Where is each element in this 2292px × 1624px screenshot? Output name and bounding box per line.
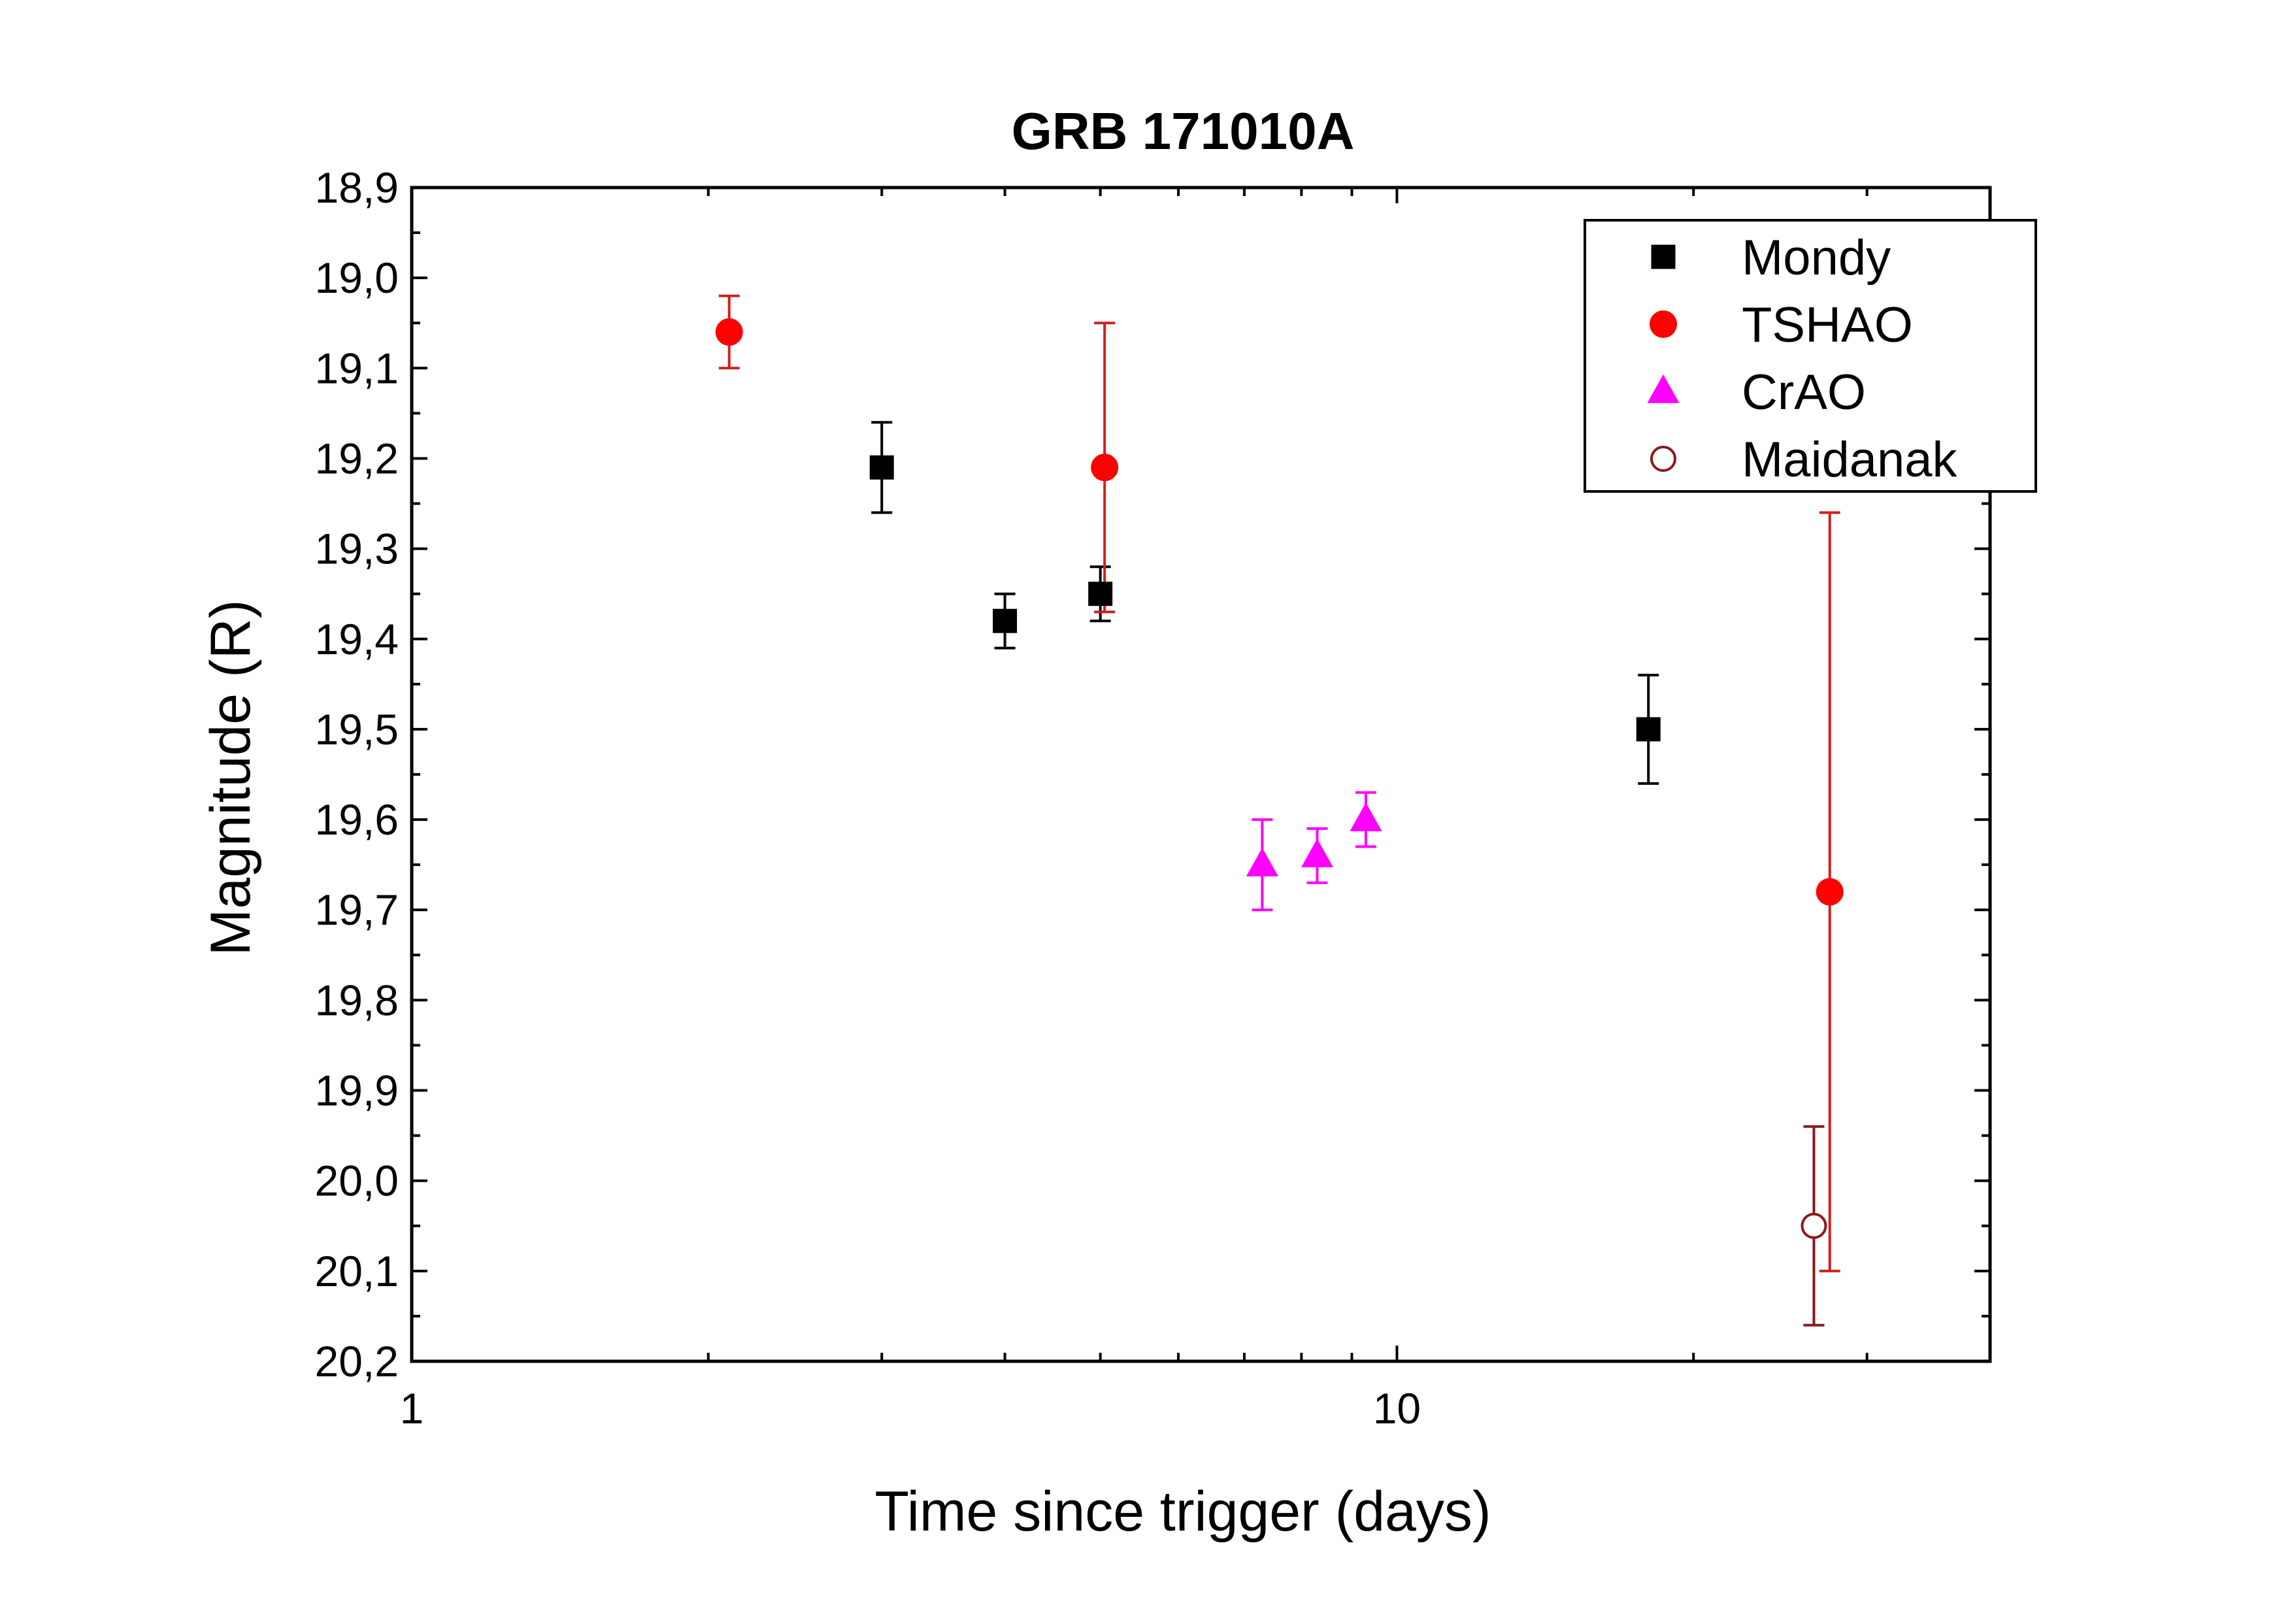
y-tick-label: 19,2 [315, 434, 399, 482]
crao-point [1246, 848, 1278, 876]
mondy-point [1088, 582, 1113, 606]
axes-layer: 18,9 19,0 19,1 19,2 19,3 19,4 19,5 19,6 19,7 19,8… [315, 163, 1992, 1433]
legend-maidanak-label: Maidanak [1742, 432, 1958, 488]
y-tick-label: 19,3 [315, 525, 399, 573]
y-axis-label: Magnitude (R) [199, 600, 262, 956]
chart-title: GRB 171010A [1012, 102, 1355, 160]
y-tick-label: 19,1 [315, 344, 399, 392]
legend-crao-label: CrAO [1742, 365, 1866, 420]
y-tick-label: 19,7 [315, 886, 399, 934]
y-tick-label: 20,1 [315, 1247, 399, 1295]
y-tick-label: 19,8 [315, 976, 399, 1024]
y-tick-label: 19,5 [315, 705, 399, 754]
maidanak-point [1801, 1212, 1827, 1239]
y-tick-label: 18,9 [315, 163, 399, 212]
y-tick-label: 20,0 [315, 1157, 399, 1205]
legend-crao-marker [1647, 374, 1680, 403]
tshao-point [1091, 454, 1119, 482]
crao-point [1350, 803, 1382, 831]
x-axis-label: Time since trigger (days) [874, 1480, 1491, 1543]
legend: Mondy TSHAO CrAO Maidanak [1584, 219, 2037, 493]
legend-mondy-marker [1651, 244, 1676, 269]
y-tick-label: 19,6 [315, 795, 399, 844]
marker-layer [715, 318, 1844, 1239]
y-tick-label: 19,4 [315, 615, 399, 663]
y-tick-label: 20,2 [315, 1337, 399, 1385]
x-tick-label: 1 [400, 1384, 424, 1433]
legend-maidanak-marker [1650, 446, 1676, 472]
legend-items: Mondy TSHAO CrAO Maidanak [1647, 230, 1958, 488]
legend-tshao-marker [1650, 310, 1677, 338]
crao-point [1301, 838, 1333, 868]
tshao-point [1816, 878, 1844, 906]
y-tick-label: 19,0 [315, 254, 399, 302]
tshao-point [715, 318, 743, 346]
x-tick-label: 10 [1373, 1384, 1421, 1433]
mondy-point [869, 455, 894, 480]
mondy-point [993, 608, 1018, 633]
legend-tshao-label: TSHAO [1742, 297, 1913, 353]
y-tick-label: 19,9 [315, 1067, 399, 1115]
mondy-point [1636, 717, 1661, 742]
legend-mondy-label: Mondy [1742, 230, 1891, 286]
